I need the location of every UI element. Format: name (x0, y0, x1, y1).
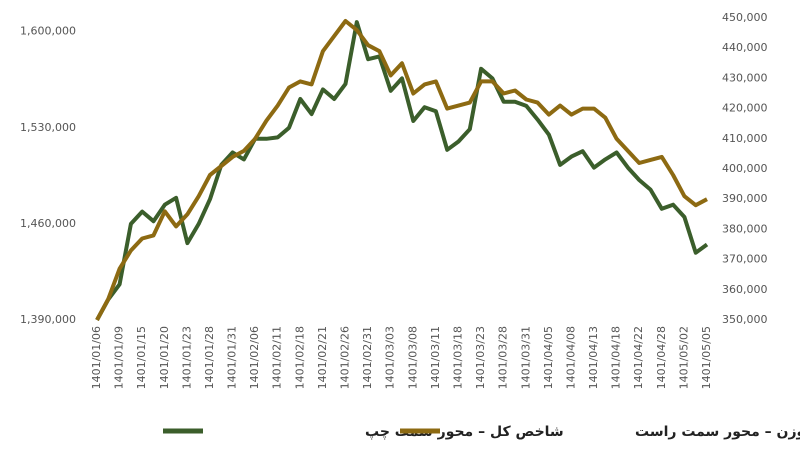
x-tick-label: 1401/01/09 (113, 326, 126, 389)
y2-tick-label: 430,000 (722, 71, 768, 84)
x-tick-label: 1401/04/08 (564, 326, 577, 389)
x-tick-label: 1401/03/23 (474, 326, 487, 389)
x-tick-label: 1401/02/06 (248, 326, 261, 389)
series-line (95, 19, 708, 321)
y2-tick-label: 400,000 (722, 162, 768, 175)
x-tick-label: 1401/01/20 (158, 326, 171, 389)
legend-label: شاخص کل – محور سمت چپ (365, 424, 564, 440)
y-tick-label: 1,530,000 (20, 121, 76, 134)
x-tick-label: 1401/02/18 (293, 326, 306, 389)
x-tick-label: 1401/04/22 (632, 326, 645, 389)
x-tick-label: 1401/02/26 (339, 326, 352, 389)
x-tick-label: 1401/03/03 (384, 326, 397, 389)
y-tick-label: 1,390,000 (20, 313, 76, 326)
y2-tick-label: 410,000 (722, 132, 768, 145)
x-tick-label: 1401/03/11 (429, 326, 442, 389)
x-tick-label: 1401/05/02 (677, 326, 690, 389)
y2-tick-label: 390,000 (722, 192, 768, 205)
x-tick-label: 1401/04/05 (542, 326, 555, 389)
x-tick-label: 1401/01/15 (135, 326, 148, 389)
x-tick-label: 1401/04/13 (587, 326, 600, 389)
x-tick-label: 1401/03/31 (519, 326, 532, 389)
y2-tick-label: 360,000 (722, 283, 768, 296)
x-tick-label: 1401/01/28 (203, 326, 216, 389)
y2-tick-label: 450,000 (722, 11, 768, 24)
y2-tick-label: 420,000 (722, 102, 768, 115)
x-tick-label: 1401/01/23 (180, 326, 193, 389)
y-tick-label: 1,460,000 (20, 217, 76, 230)
y-tick-label: 1,600,000 (20, 25, 76, 38)
x-tick-label: 1401/03/08 (406, 326, 419, 389)
x-tick-label: 1401/02/11 (271, 326, 284, 389)
series-line (95, 20, 709, 321)
x-tick-label: 1401/03/28 (497, 326, 510, 389)
legend-label: شاخص هموزن – محور سمت راست (635, 424, 800, 440)
x-tick-label: 1401/04/28 (655, 326, 668, 389)
y2-tick-label: 380,000 (722, 222, 768, 235)
x-tick-label: 1401/05/05 (700, 326, 713, 389)
x-tick-label: 1401/01/31 (226, 326, 239, 389)
y2-tick-label: 440,000 (722, 41, 768, 54)
x-tick-label: 1401/04/18 (610, 326, 623, 389)
x-tick-label: 1401/02/21 (316, 326, 329, 389)
y2-tick-label: 350,000 (722, 313, 768, 326)
x-tick-label: 1401/03/18 (451, 326, 464, 389)
y2-tick-label: 370,000 (722, 253, 768, 266)
x-tick-label: 1401/02/31 (361, 326, 374, 389)
x-tick-label: 1401/01/06 (90, 326, 103, 389)
